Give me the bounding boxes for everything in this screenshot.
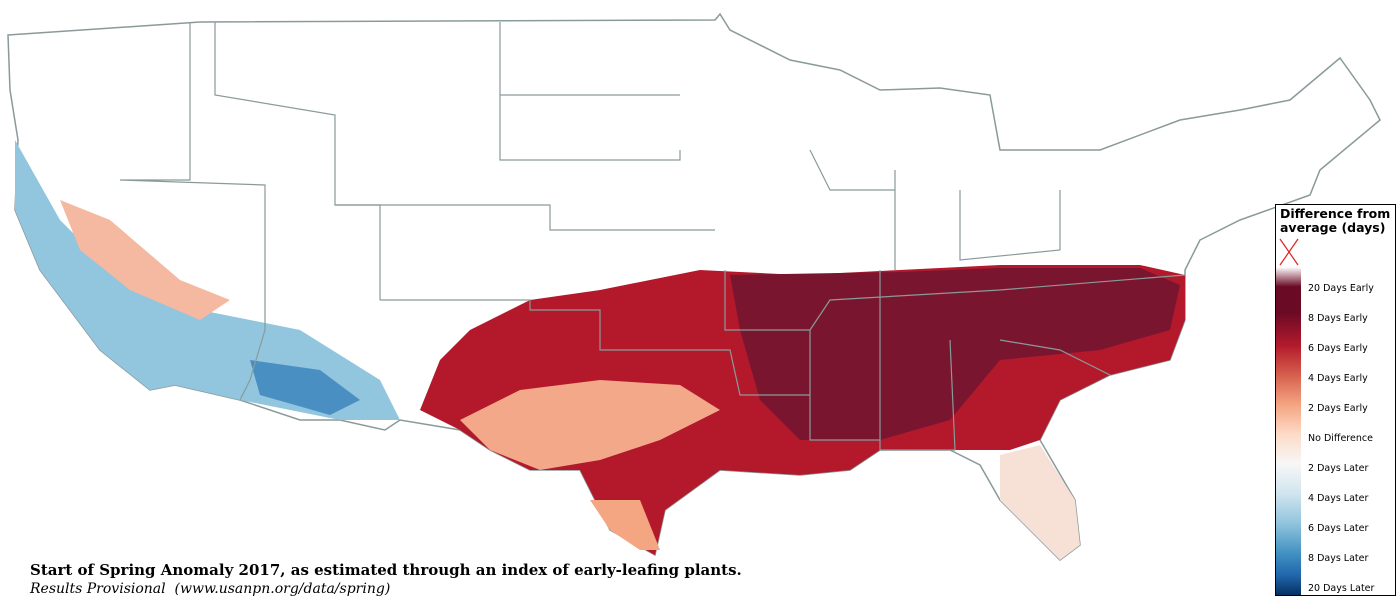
slightly-early-region bbox=[590, 500, 660, 550]
florida-region bbox=[1000, 445, 1080, 560]
mixed-region bbox=[60, 200, 230, 320]
state-borders bbox=[119, 22, 1186, 451]
caption-title: Start of Spring Anomaly 2017, as estimat… bbox=[30, 561, 742, 579]
legend-label: 8 Days Early bbox=[1308, 313, 1368, 324]
legend: Difference from average (days) 20 Days E… bbox=[1275, 204, 1396, 596]
legend-label: 6 Days Early bbox=[1308, 343, 1368, 354]
very-early-region bbox=[730, 268, 1180, 440]
very-late-region bbox=[250, 360, 360, 415]
legend-label: 6 Days Later bbox=[1308, 523, 1369, 534]
slightly-early-region bbox=[460, 380, 720, 470]
legend-label: 4 Days Early bbox=[1308, 373, 1368, 384]
legend-label: 20 Days Later bbox=[1308, 583, 1375, 594]
legend-label: 20 Days Early bbox=[1308, 283, 1374, 294]
legend-labels: 20 Days Early 8 Days Early 6 Days Early 4 D… bbox=[1308, 281, 1374, 600]
caption-subtitle: Results Provisional (www.usanpn.org/data… bbox=[30, 581, 391, 597]
legend-label: 8 Days Later bbox=[1308, 553, 1369, 564]
no-data-icon bbox=[1279, 238, 1299, 266]
legend-label: 2 Days Later bbox=[1308, 463, 1369, 474]
legend-color-bar bbox=[1276, 267, 1301, 595]
legend-title: Difference from average (days) bbox=[1280, 206, 1391, 235]
legend-label: No Difference bbox=[1308, 433, 1373, 444]
legend-label: 2 Days Early bbox=[1308, 403, 1368, 414]
late-region bbox=[15, 140, 400, 420]
legend-label: 4 Days Later bbox=[1308, 493, 1369, 504]
